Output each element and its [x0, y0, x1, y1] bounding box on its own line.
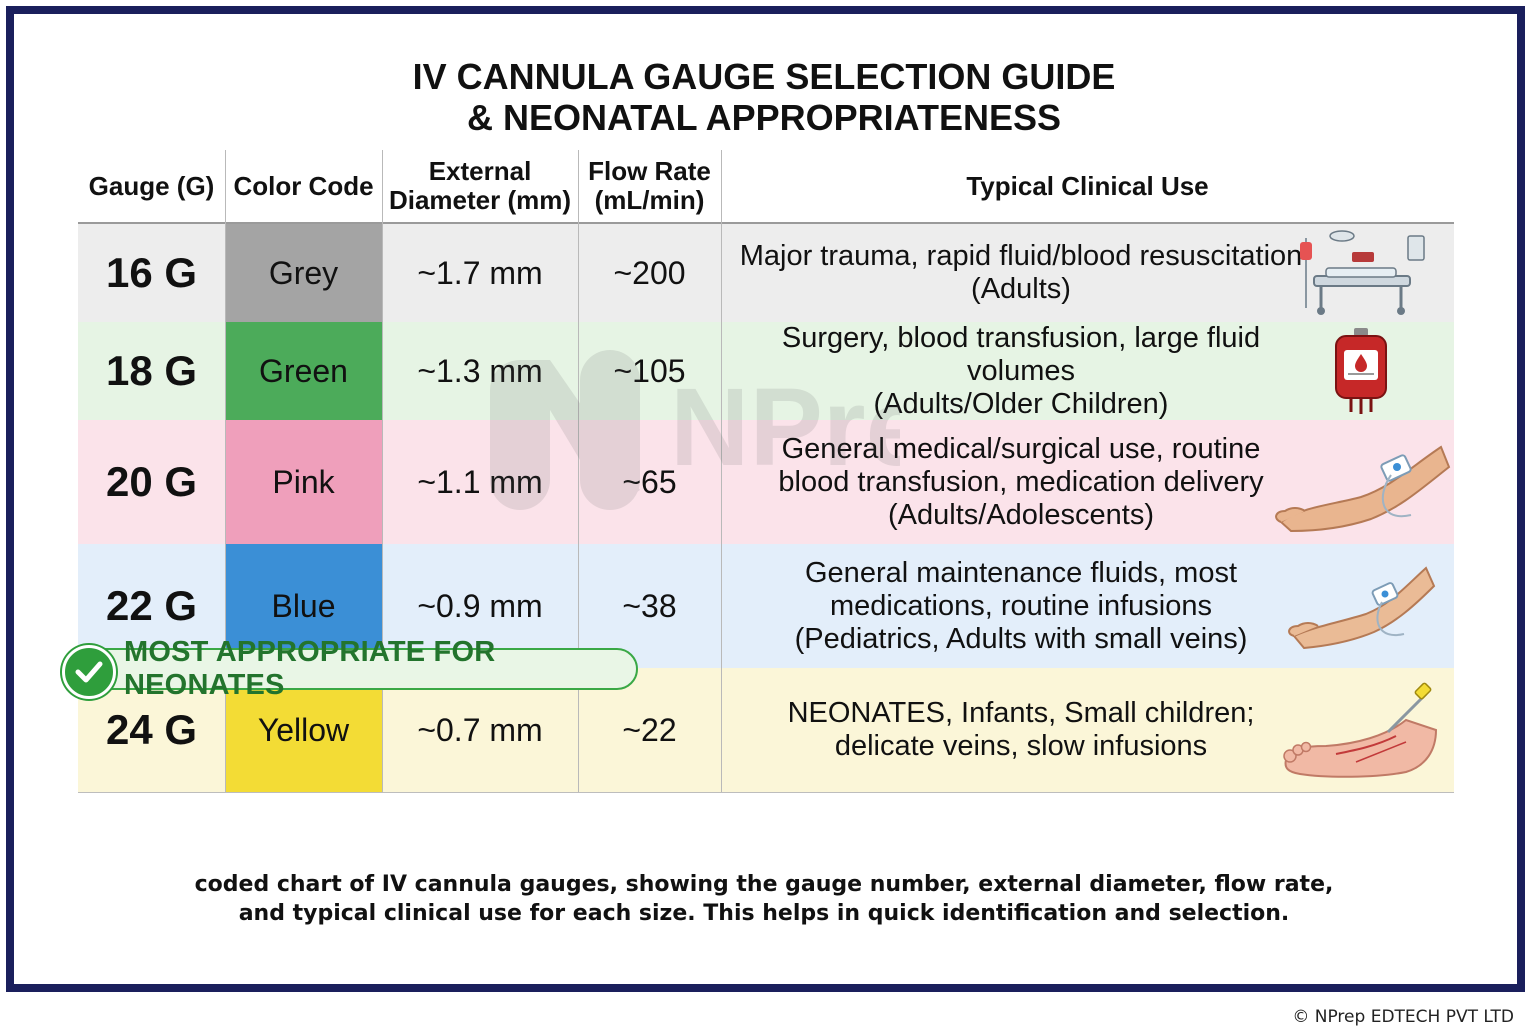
column-divider — [578, 150, 579, 792]
diameter-cell: ~0.9 mm — [417, 587, 543, 624]
page-title: IV CANNULA GAUGE SELECTION GUIDE & NEONA… — [0, 56, 1528, 138]
flow-rate-cell: ~65 — [622, 463, 677, 500]
clinical-use-line: Surgery, blood transfusion, large fluid … — [781, 321, 1261, 387]
diameter-cell: ~1.7 mm — [417, 254, 543, 291]
title-line-2: & NEONATAL APPROPRIATENESS — [466, 97, 1062, 138]
column-divider — [721, 150, 722, 792]
clinical-use-cell: Major trauma, rapid fluid/blood resuscit… — [721, 224, 1321, 322]
gauge-cell: 20 G — [105, 458, 198, 505]
header-color-code: Color Code — [233, 170, 374, 201]
caption-line-2: and typical clinical use for each size. … — [238, 901, 1290, 926]
clinical-use-line: medications, routine infusions — [829, 589, 1213, 622]
color-swatch-cell: Pink — [225, 420, 382, 544]
badge-label: MOST APPROPRIATE FOR NEONATES — [124, 636, 496, 701]
clinical-use-line: NEONATES, Infants, Small children; — [787, 697, 1255, 729]
header-clinical-use: Typical Clinical Use — [966, 170, 1209, 201]
flow-rate-cell: ~105 — [613, 352, 686, 389]
diameter-cell: ~0.7 mm — [417, 711, 543, 748]
clinical-use-line: (Adults/Adolescents) — [888, 498, 1154, 531]
clinical-use-line: (Adults) — [971, 273, 1071, 305]
header-flow-rate: Flow Rate (mL/min) — [578, 150, 721, 222]
clinical-use-line: delicate veins, slow infusions — [834, 730, 1208, 762]
blood-bag-icon — [1268, 322, 1454, 420]
arm-cannula-icon — [1268, 420, 1454, 544]
column-divider — [382, 150, 383, 792]
diameter-cell: ~1.3 mm — [417, 352, 543, 389]
clinical-use-line: (Adults/Older Children) — [873, 387, 1169, 420]
title-line-1: IV CANNULA GAUGE SELECTION GUIDE — [412, 56, 1116, 97]
clinical-use-line: (Pediatrics, Adults with small veins) — [794, 622, 1248, 655]
color-swatch-cell: Grey — [225, 224, 382, 322]
clinical-use-cell: NEONATES, Infants, Small children; delica… — [721, 668, 1321, 792]
clinical-use-line: blood transfusion, medication delivery — [778, 465, 1264, 498]
table-row: 20 G Pink ~1.1 mm ~65 General medical/surgic… — [78, 420, 1454, 545]
flow-rate-cell: ~22 — [622, 711, 677, 748]
hospital-bed-icon — [1268, 224, 1454, 322]
header-diameter-line-2: Diameter (mm) — [388, 185, 572, 215]
diameter-cell: ~1.1 mm — [417, 463, 543, 500]
header-diameter-line-1: External — [428, 156, 532, 186]
color-swatch-cell: Blue — [225, 544, 382, 668]
copyright-notice: © NPrep EDTECH PVT LTD — [1292, 1007, 1514, 1027]
header-gauge: Gauge (G) — [88, 170, 215, 201]
table-row: 18 G Green ~1.3 mm ~105 Surgery, blood trans… — [78, 322, 1454, 421]
small-arm-cannula-icon — [1268, 544, 1454, 668]
gauge-cell: 16 G — [105, 249, 198, 296]
header-divider — [78, 222, 1454, 224]
gauge-cell: 18 G — [105, 347, 198, 394]
caption-line-1: coded chart of IV cannula gauges, showin… — [194, 872, 1334, 897]
color-swatch-cell: Green — [225, 322, 382, 420]
clinical-use-line: General medical/surgical use, routine — [781, 432, 1261, 465]
flow-rate-cell: ~200 — [613, 254, 686, 291]
caption: coded chart of IV cannula gauges, showin… — [0, 870, 1528, 928]
clinical-use-line: Major trauma, rapid fluid/blood resuscit… — [739, 240, 1303, 272]
foot-cannula-icon — [1268, 668, 1454, 792]
neonate-badge: MOST APPROPRIATE FOR NEONATES — [62, 636, 638, 701]
clinical-use-cell: General maintenance fluids, most medicati… — [721, 544, 1321, 668]
clinical-use-cell: General medical/surgical use, routine blo… — [721, 420, 1321, 544]
header-flow-line-1: Flow Rate — [588, 156, 711, 186]
header-diameter: External Diameter (mm) — [382, 150, 578, 222]
check-icon — [62, 645, 116, 699]
table-row: 16 G Grey ~1.7 mm ~200 Major trauma, rapid f… — [78, 224, 1454, 323]
clinical-use-cell: Surgery, blood transfusion, large fluid … — [721, 322, 1321, 420]
column-divider — [225, 150, 226, 792]
gauge-cell: 24 G — [105, 706, 198, 753]
gauge-cell: 22 G — [105, 582, 198, 629]
header-flow-line-2: (mL/min) — [594, 185, 705, 215]
flow-rate-cell: ~38 — [622, 587, 677, 624]
clinical-use-line: General maintenance fluids, most — [805, 556, 1237, 589]
